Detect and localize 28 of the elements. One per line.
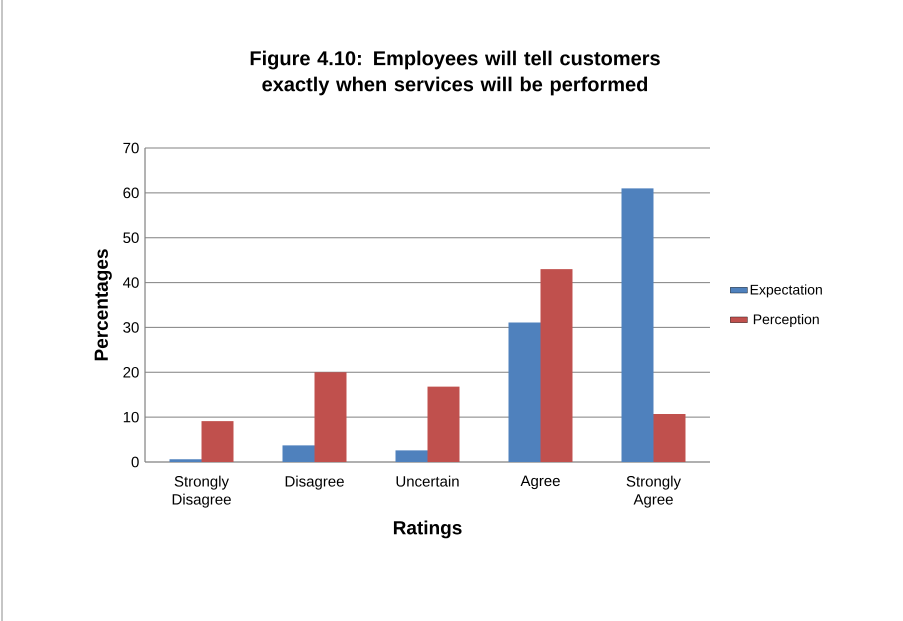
bar (653, 414, 686, 462)
x-tick-label: Agree (520, 476, 560, 490)
y-tick-label: 60 (123, 188, 139, 198)
bar (428, 386, 460, 462)
bar (202, 421, 234, 462)
x-tick-label: Disagree (286, 476, 344, 490)
x-tick-label: Uncertain (396, 476, 459, 487)
bar (282, 445, 315, 462)
x-tick-label: Strongly Disagree (172, 476, 231, 508)
legend-label: Expectation (750, 284, 822, 298)
bar (540, 269, 572, 462)
y-tick-label: 50 (123, 232, 139, 244)
y-axis-title: Percentages (94, 249, 112, 360)
bar (170, 459, 202, 462)
y-tick-label: 30 (123, 322, 139, 333)
x-tick-label: Strongly Agree (626, 476, 681, 508)
chart-title: Figure 4.10: Employees will tell customers exactly when services will be performed (250, 50, 660, 96)
y-tick-label: 10 (124, 412, 139, 422)
y-tick-label: 0 (132, 456, 139, 468)
legend-label: Perception (754, 314, 819, 328)
bar (508, 322, 540, 462)
bar (314, 372, 346, 462)
bar (396, 450, 428, 462)
x-axis-title: Ratings (394, 520, 462, 538)
y-tick-label: 40 (123, 277, 139, 288)
y-tick-label: 70 (123, 142, 139, 154)
bar (621, 188, 654, 462)
y-tick-label: 20 (123, 366, 139, 378)
